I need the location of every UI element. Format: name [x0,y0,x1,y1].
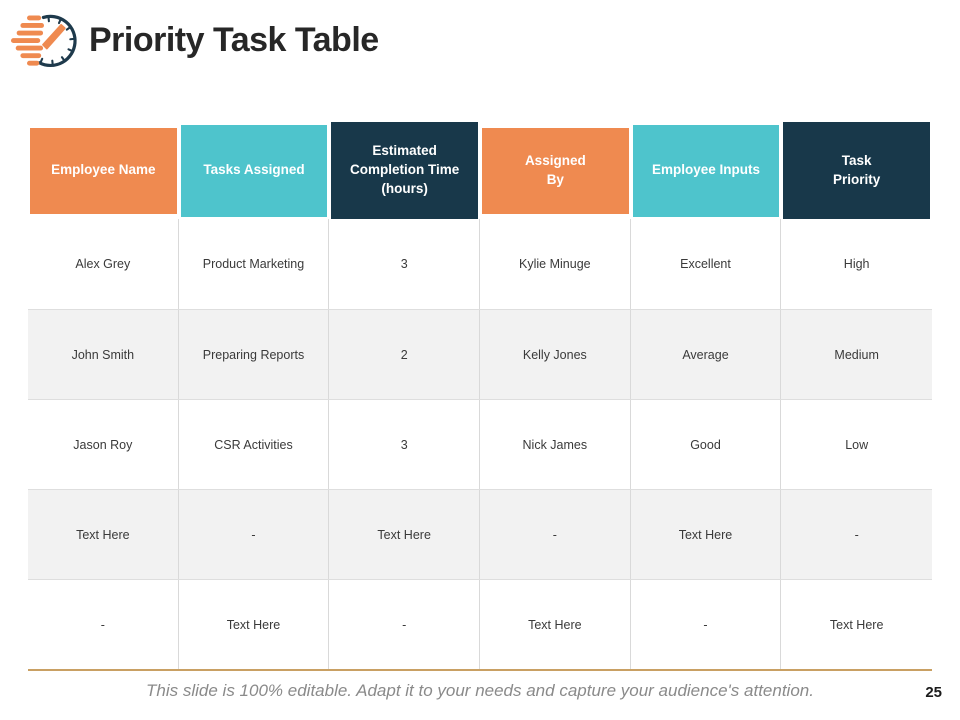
table-cell: Good [631,400,782,489]
table-cell: Nick James [480,400,631,489]
table-row: Jason Roy CSR Activities 3 Nick James Go… [28,399,932,489]
table-cell: Text Here [480,580,631,669]
table-cell: - [28,580,179,669]
stopwatch-speed-icon [11,14,77,68]
column-header-employee-name: Employee Name [28,122,179,219]
column-header-estimated-completion-time: Estimated Completion Time (hours) [329,122,480,219]
table-row: - Text Here - Text Here - Text Here [28,579,932,669]
column-header-employee-inputs: Employee Inputs [631,122,782,219]
table-cell: - [480,490,631,579]
column-header-task-priority: Task Priority [781,122,932,219]
table-cell: 2 [329,310,480,399]
table-cell: Kelly Jones [480,310,631,399]
column-header-tasks-assigned: Tasks Assigned [179,122,330,219]
page-number: 25 [925,684,942,701]
table-cell: Text Here [179,580,330,669]
table-cell: Product Marketing [179,219,330,309]
slide-header: Priority Task Table [8,6,379,74]
column-header-assigned-by: Assigned By [480,122,631,219]
table-cell: Text Here [329,490,480,579]
table-cell: Text Here [631,490,782,579]
table-cell: Jason Roy [28,400,179,489]
table-cell: CSR Activities [179,400,330,489]
table-cell: Text Here [28,490,179,579]
table-cell: High [843,257,870,271]
column-header-label: Employee Name [30,127,177,214]
footer-note: This slide is 100% editable. Adapt it to… [146,681,814,700]
table-cell: Medium [834,347,879,362]
table-cell: - [179,490,330,579]
table-cell: John Smith [28,310,179,399]
table-cell: 3 [329,400,480,489]
table-cell: Average [631,310,782,399]
column-header-label: Estimated Completion Time (hours) [331,122,478,219]
table-cell: - [329,580,480,669]
table-cell: Kylie Minuge [480,219,631,309]
table-cell: - [631,580,782,669]
table-cell: - [854,527,859,542]
table-body: Alex Grey Product Marketing 3 Kylie Minu… [28,219,932,671]
page-title: Priority Task Table [89,20,379,59]
column-header-label: Tasks Assigned [180,124,328,217]
table-cell: Text Here [829,617,884,632]
table-row: Text Here - Text Here - Text Here - [28,489,932,579]
priority-task-table: Employee Name Tasks Assigned Estimated C… [28,122,932,671]
column-header-label: Employee Inputs [632,124,780,217]
table-row: John Smith Preparing Reports 2 Kelly Jon… [28,309,932,399]
table-cell: Excellent [631,219,782,309]
table-row: Alex Grey Product Marketing 3 Kylie Minu… [28,219,932,309]
table-cell: Low [845,437,869,452]
table-cell: Preparing Reports [179,310,330,399]
table-cell: 3 [329,219,480,309]
table-cell: Alex Grey [28,219,179,309]
column-header-label: Task Priority [783,122,930,219]
table-header-row: Employee Name Tasks Assigned Estimated C… [28,122,932,219]
column-header-label: Assigned By [482,127,629,214]
